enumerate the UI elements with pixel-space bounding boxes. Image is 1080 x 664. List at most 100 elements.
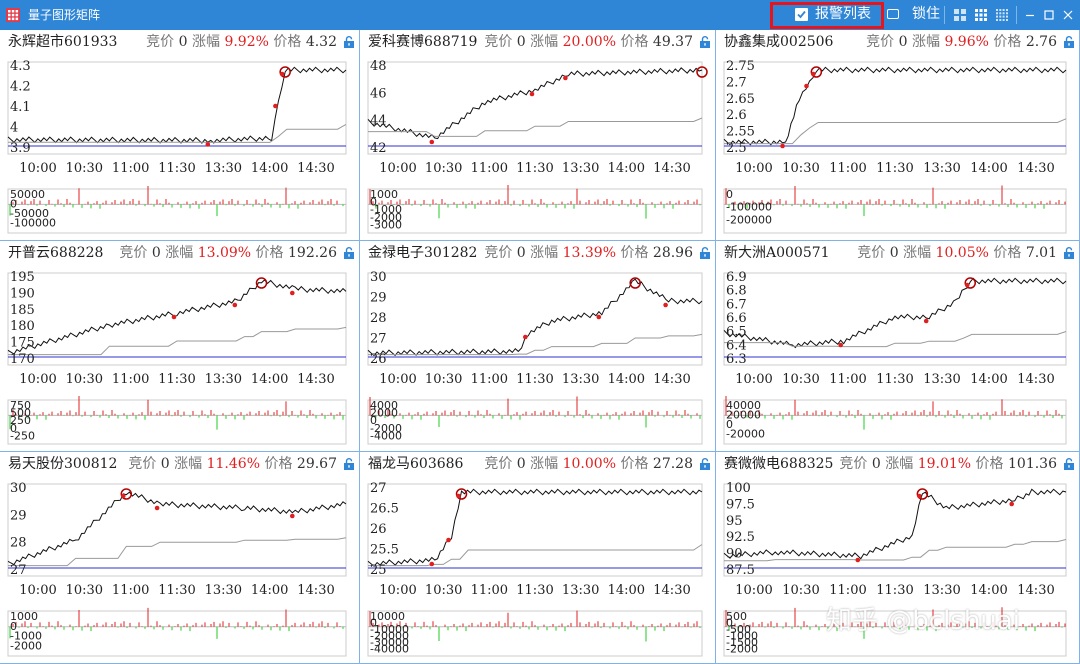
price-value: 192.26 xyxy=(288,245,337,261)
chart-panel[interactable]: 新大洲A000571 竞价 0 涨幅 10.05% 价格 7.01 6.9 6.8 6.… xyxy=(716,241,1080,452)
signal-dot xyxy=(923,318,929,324)
lock-icon[interactable] xyxy=(343,36,355,48)
volume-tick-label: -100000 xyxy=(726,201,772,214)
time-tick-label: 10:30 xyxy=(782,583,819,598)
chart-panel[interactable]: 爱科赛博688719 竞价 0 涨幅 20.00% 价格 49.37 48 46 44 4… xyxy=(360,30,716,241)
price-plot-frame xyxy=(723,272,1067,366)
lock-icon[interactable] xyxy=(1063,36,1075,48)
change-label: 涨幅 xyxy=(165,245,194,261)
chart-panel[interactable]: 永辉超市601933 竞价 0 涨幅 9.92% 价格 4.32 4.3 4.2 4.1… xyxy=(0,30,360,241)
intraday-chart: 48 46 44 42 10:00 10:30 11:00 11:30 13:30 14:00 14… xyxy=(367,59,708,234)
lock-icon[interactable] xyxy=(343,458,355,470)
signal-dot xyxy=(446,537,451,543)
signal-dot xyxy=(855,557,861,563)
lock-icon[interactable] xyxy=(699,458,711,470)
change-label: 涨幅 xyxy=(911,34,940,50)
camera-icon[interactable] xyxy=(887,9,899,19)
time-tick-label: 10:00 xyxy=(735,583,772,598)
alert-list-checkbox[interactable] xyxy=(795,8,808,21)
panel-header: 协鑫集成002506 竞价 0 涨幅 9.96% 价格 2.76 xyxy=(716,30,1079,54)
layout-4x4-icon[interactable] xyxy=(996,9,1008,21)
signal-dot xyxy=(290,290,295,296)
price-label: 价格 xyxy=(255,245,284,261)
toolbar-divider xyxy=(1016,6,1017,24)
volume-tick-label: -20000 xyxy=(726,428,765,441)
time-tick-label: 10:30 xyxy=(425,161,462,176)
signal-dot xyxy=(523,334,528,340)
close-icon[interactable] xyxy=(1060,7,1076,23)
price-tick-label: 6.8 xyxy=(726,284,747,299)
lock-icon[interactable] xyxy=(1063,247,1075,259)
volume-plot-frame xyxy=(723,399,1067,445)
volume-plot-frame xyxy=(7,399,347,445)
signal-dot xyxy=(838,342,843,348)
signal-dot xyxy=(596,314,602,320)
average-price-line xyxy=(368,117,703,137)
stock-name-code: 金禄电子301282 xyxy=(368,245,478,261)
volume-tick-label: 0 xyxy=(10,620,17,633)
lock-icon[interactable] xyxy=(699,247,711,259)
intraday-chart: 27 26.5 26 25.5 25 10:00 10:30 11:00 11:30 13:30 1… xyxy=(367,481,703,657)
chart-panel[interactable]: 开普云688228 竞价 0 涨幅 13.09% 价格 192.26 195 190 1… xyxy=(0,241,360,452)
price-label: 价格 xyxy=(620,456,649,472)
quote-summary: 竞价 0 涨幅 13.39% 价格 28.96 xyxy=(484,245,693,261)
limit-up-marker xyxy=(455,488,468,500)
volume-tick-label: 0 xyxy=(10,422,17,435)
price-tick-label: 30 xyxy=(370,270,387,285)
volume-tick-label: 250 xyxy=(10,414,31,427)
signal-dot xyxy=(290,513,295,519)
volume-tick-label: 40000 xyxy=(726,399,761,412)
volume-tick-label: 10000 xyxy=(370,610,405,623)
price-line xyxy=(367,488,703,568)
chart-panel[interactable]: 赛微微电688325 竞价 0 涨幅 19.01% 价格 101.36 100 97.… xyxy=(716,452,1080,664)
panel-header: 赛微微电688325 竞价 0 涨幅 19.01% 价格 101.36 xyxy=(716,452,1079,476)
average-price-line xyxy=(8,537,347,567)
chart-panel[interactable]: 协鑫集成002506 竞价 0 涨幅 9.96% 价格 2.76 2.75 2.7 2.… xyxy=(716,30,1080,241)
intraday-chart: 4.3 4.2 4.1 4 3.9 10:00 10:30 11:00 11:30 13:30 14… xyxy=(7,59,347,234)
bid-value: 0 xyxy=(889,245,899,261)
time-tick-label: 13:30 xyxy=(562,161,599,176)
signal-dot xyxy=(563,75,568,81)
layout-3x3-icon[interactable] xyxy=(975,9,987,21)
layout-2x2-icon[interactable] xyxy=(954,9,966,21)
time-tick-label: 11:30 xyxy=(876,372,913,387)
alert-list-label[interactable]: 报警列表 xyxy=(815,6,871,22)
time-tick-label: 14:00 xyxy=(608,161,645,176)
time-tick-label: 14:00 xyxy=(608,372,645,387)
price-tick-label: 100 xyxy=(726,481,751,496)
intraday-chart: 30 29 28 27 26 10:00 10:30 11:00 11:30 13:30 14:00… xyxy=(367,270,703,445)
lock-icon[interactable] xyxy=(1063,458,1075,470)
time-tick-label: 11:00 xyxy=(829,372,866,387)
bid-label: 竞价 xyxy=(484,34,513,50)
change-label: 涨幅 xyxy=(530,456,559,472)
chart-panel[interactable]: 福龙马603686 竞价 0 涨幅 10.00% 价格 27.28 27 26.5 26… xyxy=(360,452,716,664)
toolbar-divider xyxy=(944,6,945,24)
lock-icon[interactable] xyxy=(699,36,711,48)
panel-header: 新大洲A000571 竞价 0 涨幅 10.05% 价格 7.01 xyxy=(716,241,1079,265)
bid-label: 竞价 xyxy=(484,456,513,472)
panel-header: 开普云688228 竞价 0 涨幅 13.09% 价格 192.26 xyxy=(0,241,359,265)
price-tick-label: 6.5 xyxy=(726,325,747,340)
volume-tick-label: -40000 xyxy=(370,643,409,656)
volume-tick-label: 0 xyxy=(370,414,377,427)
price-tick-label: 4 xyxy=(10,121,18,136)
chart-panel[interactable]: 金禄电子301282 竞价 0 涨幅 13.39% 价格 28.96 30 29 28 2… xyxy=(360,241,716,452)
panel-header: 福龙马603686 竞价 0 涨幅 10.00% 价格 27.28 xyxy=(360,452,715,476)
time-tick-label: 11:00 xyxy=(829,161,866,176)
minimize-icon[interactable] xyxy=(1022,7,1038,23)
quote-summary: 竞价 0 涨幅 10.00% 价格 27.28 xyxy=(484,456,693,472)
time-tick-label: 11:30 xyxy=(876,161,913,176)
lock-toggle-label[interactable]: 锁住 xyxy=(912,6,940,22)
change-value: 13.39% xyxy=(562,245,616,261)
time-tick-label: 13:30 xyxy=(205,583,242,598)
signal-dot xyxy=(917,493,922,499)
time-tick-label: 13:30 xyxy=(923,372,960,387)
maximize-icon[interactable] xyxy=(1041,7,1057,23)
lock-icon[interactable] xyxy=(343,247,355,259)
price-label: 价格 xyxy=(273,34,302,50)
price-tick-label: 25 xyxy=(370,563,387,578)
volume-tick-label: -1000 xyxy=(370,203,402,216)
chart-panel[interactable]: 易天股份300812 竞价 0 涨幅 11.46% 价格 29.67 30 29 28 2… xyxy=(0,452,360,664)
price-tick-label: 2.75 xyxy=(726,59,755,74)
